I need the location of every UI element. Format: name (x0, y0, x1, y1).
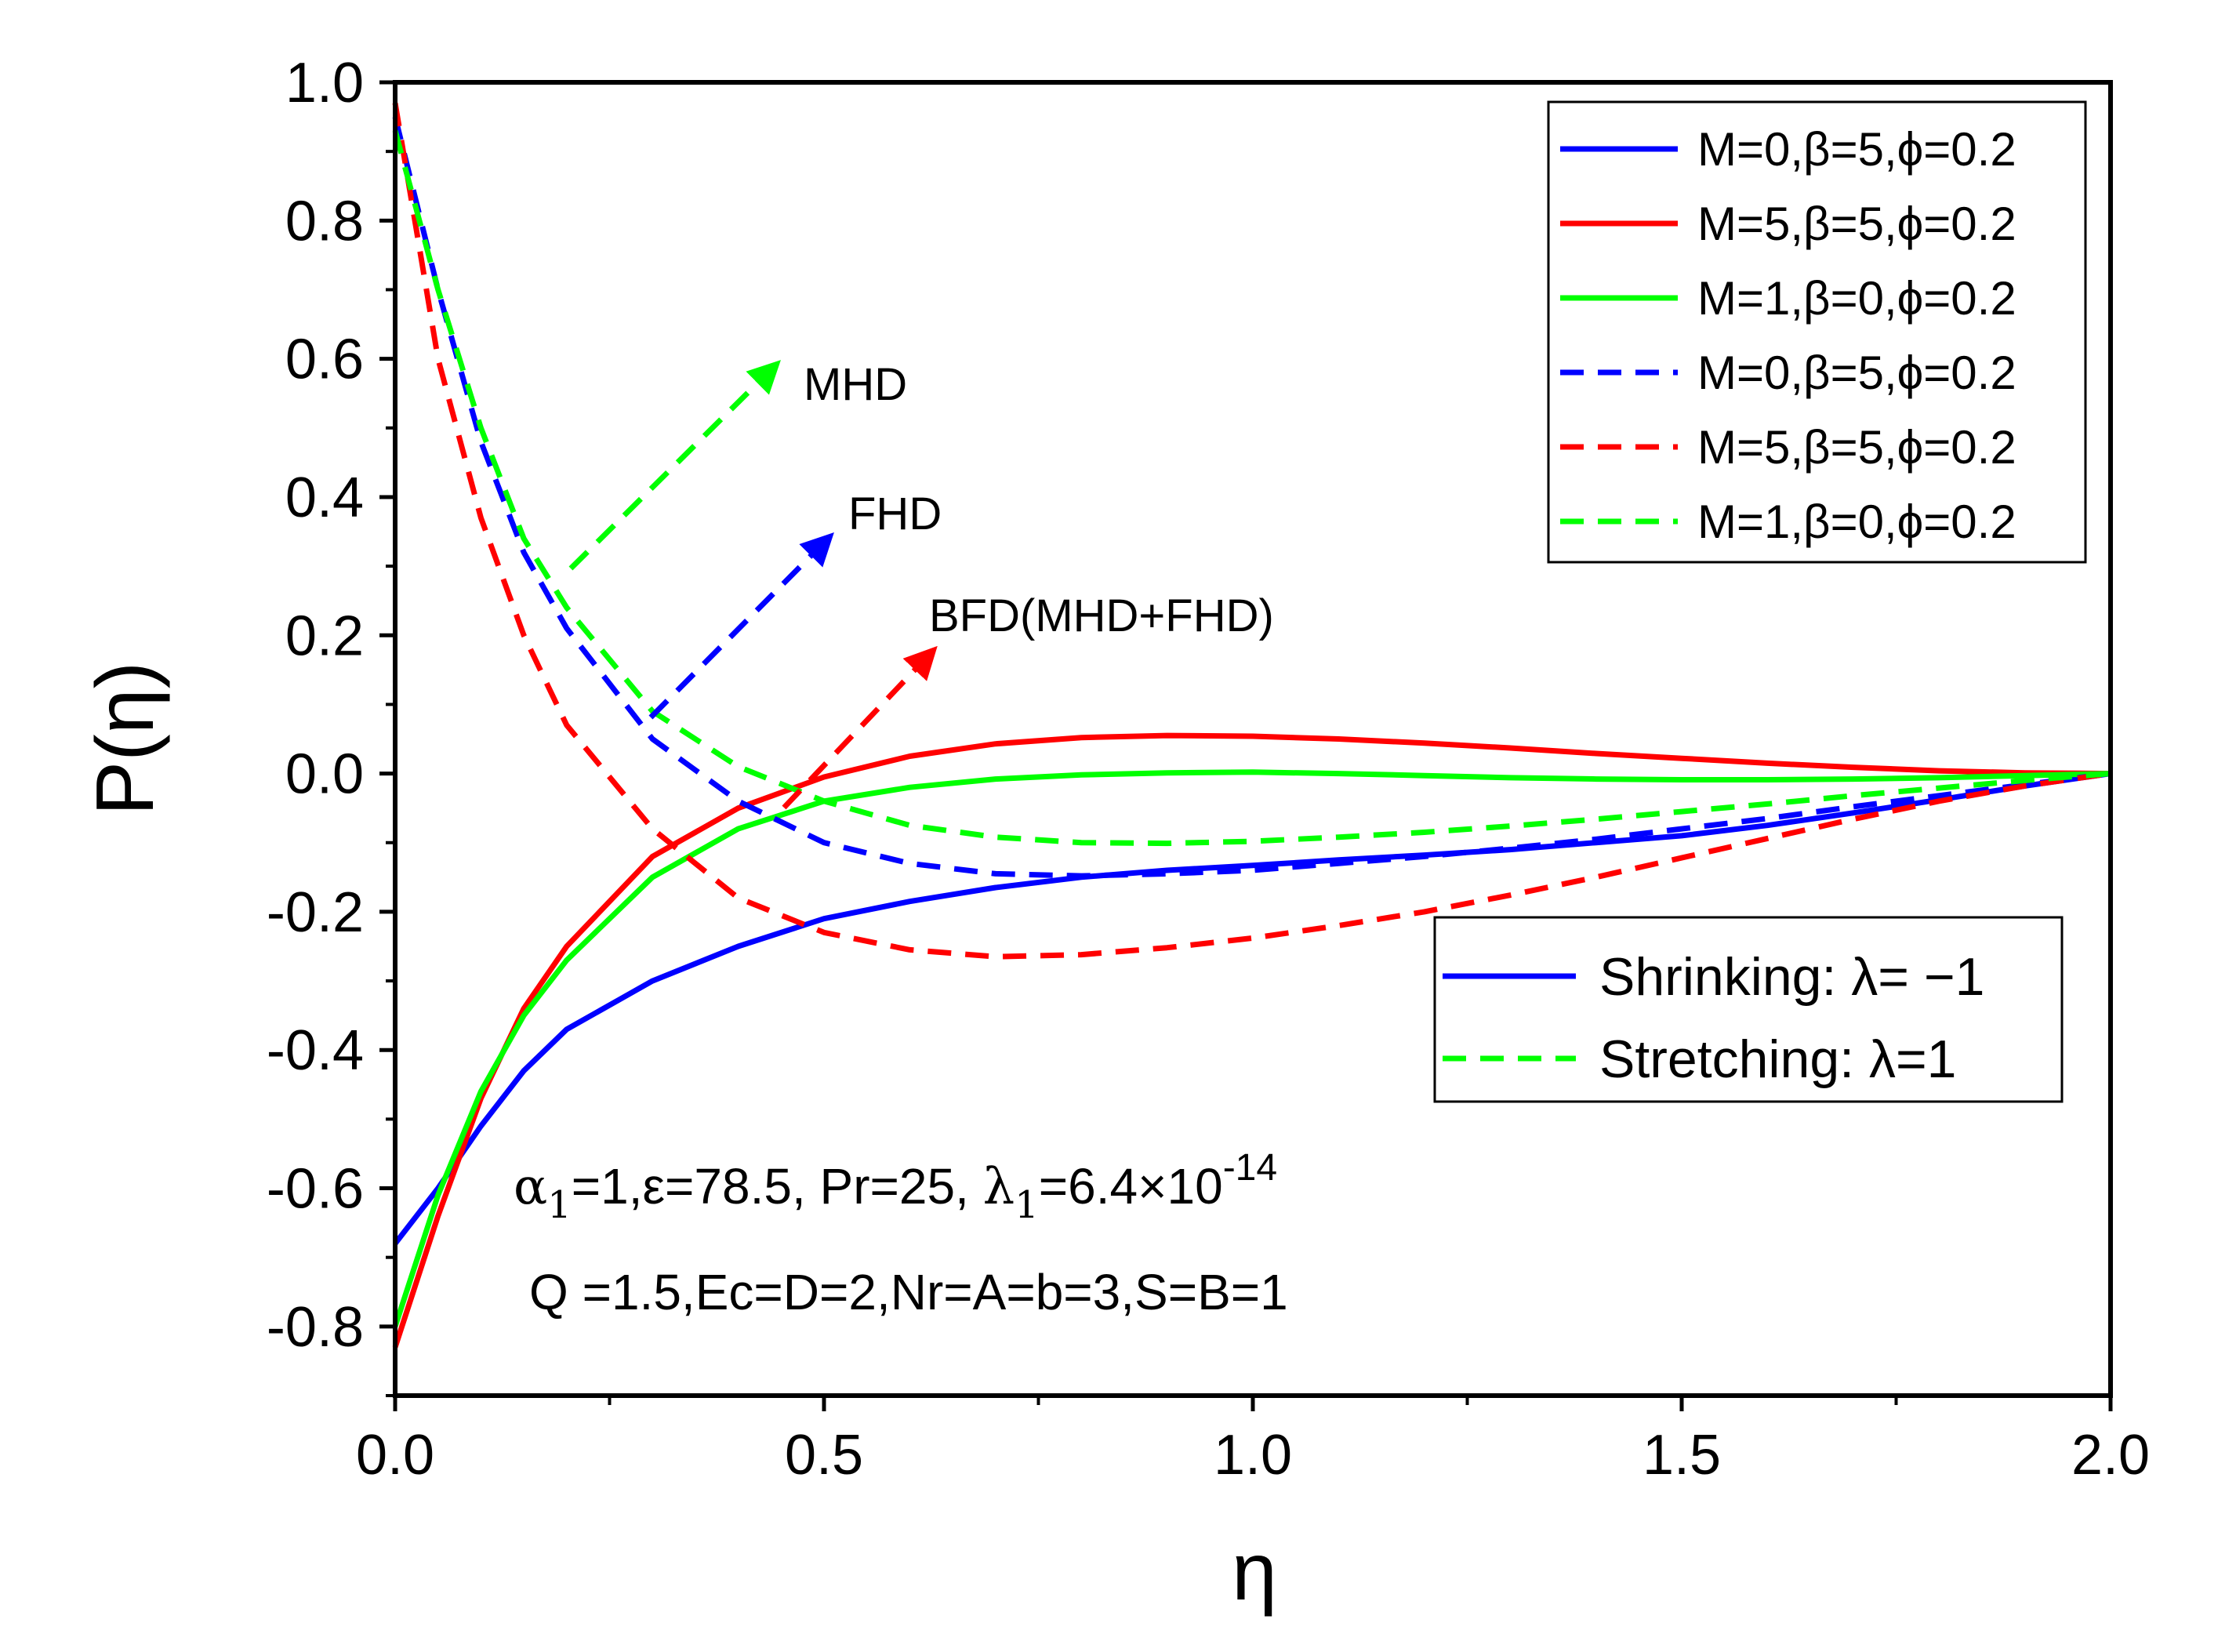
legend-mode: Shrinking: λ= −1 Stretching: λ=1 (1433, 916, 2064, 1103)
series-layer (392, 102, 2111, 1349)
y-axis-label: P(η) (80, 662, 171, 815)
y-tick-label: -0.4 (267, 1019, 364, 1082)
series-line-5-dashed (392, 102, 2111, 960)
series-line-4-dashed (392, 116, 2111, 879)
legend-series-label: M=5,β=5,ϕ=0.2 (1697, 198, 2016, 250)
x-tick-label: 2.0 (2071, 1424, 2150, 1487)
series-line-2-solid (392, 732, 2111, 1349)
param-line-1: α1=1,ε=78.5, Pr=25, λ1=6.4×10-14 (514, 1147, 1277, 1227)
mhd-arrow (568, 360, 781, 571)
y-tick-label: -0.8 (267, 1296, 364, 1359)
y-tick-label: 0.0 (285, 743, 364, 806)
legend-series-box (1547, 100, 2087, 564)
series-line-3-solid (392, 769, 2111, 1327)
fhd-label: FHD (848, 488, 942, 539)
y-tick-label: 1.0 (285, 52, 364, 114)
legend-series-label: M=1,β=0,ϕ=0.2 (1697, 496, 2016, 548)
x-tick-label: 1.0 (1214, 1424, 1292, 1487)
x-tick-label: 0.0 (356, 1424, 434, 1487)
legend-series-label: M=5,β=5,ϕ=0.2 (1697, 421, 2016, 474)
param-lambda: λ (983, 1158, 1015, 1216)
legend-series: M=0,β=5,ϕ=0.2 M=5,β=5,ϕ=0.2 M=1,β=0,ϕ=0.2 M… (1547, 100, 2087, 564)
bfd-label: BFD(MHD+FHD) (929, 590, 1274, 641)
ticks-layer: 0.0 0.5 1.0 1.5 2.0 1.0 0.8 0.6 0.4 0.2 0.0 -0.2 -0.… (267, 52, 2150, 1487)
mhd-label: MHD (804, 359, 907, 410)
param-line-2: Q =1.5,Ec=D=2,Nr=A=b=3,S=B=1 (529, 1264, 1288, 1320)
y-tick-label: 0.6 (285, 329, 364, 391)
annotation-arrows (568, 360, 938, 810)
x-axis-label: η (1232, 1527, 1277, 1618)
legend-mode-label: Shrinking: λ= −1 (1599, 947, 1984, 1007)
param-exponent: -14 (1223, 1147, 1277, 1189)
fhd-arrow (648, 532, 834, 720)
legend-mode-box (1433, 916, 2064, 1103)
y-tick-label: 0.4 (285, 467, 364, 529)
legend-series-label: M=0,β=5,ϕ=0.2 (1697, 347, 2016, 399)
y-tick-label: -0.2 (267, 881, 364, 944)
y-tick-label: 0.8 (285, 190, 364, 252)
legend-mode-label: Stretching: λ=1 (1599, 1029, 1956, 1089)
y-tick-label: -0.6 (267, 1158, 364, 1221)
legend-series-label: M=0,β=5,ϕ=0.2 (1697, 123, 2016, 176)
param-lambda-sub: 1 (1015, 1183, 1039, 1227)
param-part2: =6.4×10 (1039, 1158, 1223, 1214)
series-line-6-dashed (392, 129, 2111, 847)
series-line-1-solid (393, 771, 2111, 1246)
y-tick-label: 0.2 (285, 605, 364, 667)
param-alpha-sub: 1 (547, 1183, 572, 1227)
param-alpha: α (514, 1158, 547, 1216)
param-part1: =1,ε=78.5, Pr=25, (572, 1158, 983, 1214)
x-tick-label: 0.5 (785, 1424, 863, 1487)
legend-series-label: M=1,β=0,ϕ=0.2 (1697, 272, 2016, 325)
x-tick-label: 1.5 (1643, 1424, 1721, 1487)
